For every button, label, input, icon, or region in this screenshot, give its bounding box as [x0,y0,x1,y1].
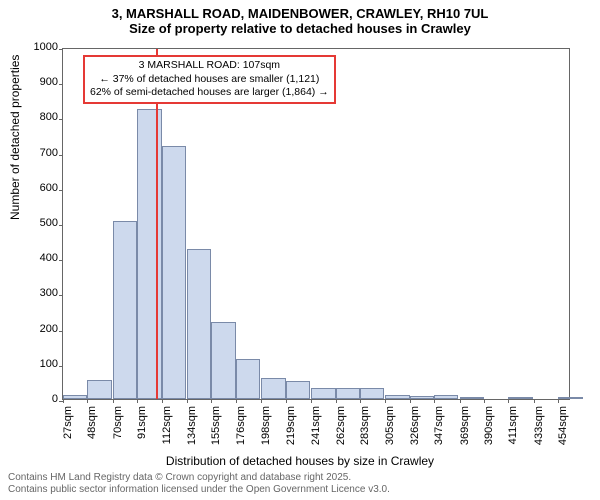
histogram-bar [137,109,161,399]
ytick-mark [59,260,63,261]
xtick-mark [434,399,435,403]
xtick-label: 219sqm [285,406,297,450]
ytick-label: 900 [18,76,58,88]
xtick-label: 70sqm [112,406,124,450]
xtick-mark [385,399,386,403]
footer-line2: Contains public sector information licen… [8,484,390,496]
ytick-label: 800 [18,111,58,123]
histogram-bar [113,221,137,399]
xtick-label: 369sqm [459,406,471,450]
ytick-mark [59,155,63,156]
histogram-bar [187,249,211,399]
histogram-bar [286,381,310,399]
footer-line1: Contains HM Land Registry data © Crown c… [8,472,390,484]
ytick-mark [59,190,63,191]
xtick-mark [261,399,262,403]
ytick-mark [59,225,63,226]
annotation-line3: 62% of semi-detached houses are larger (… [90,86,329,100]
xtick-label: 91sqm [136,406,148,450]
xtick-label: 390sqm [483,406,495,450]
xtick-label: 198sqm [260,406,272,450]
annotation-line2: ← 37% of detached houses are smaller (1,… [90,73,329,87]
ytick-label: 300 [18,287,58,299]
title-main: 3, MARSHALL ROAD, MAIDENBOWER, CRAWLEY, … [0,6,600,21]
xtick-label: 283sqm [359,406,371,450]
footer-attribution: Contains HM Land Registry data © Crown c… [8,472,390,496]
xtick-mark [286,399,287,403]
xtick-label: 112sqm [161,406,173,450]
xtick-mark [137,399,138,403]
ytick-label: 0 [18,393,58,405]
xtick-mark [410,399,411,403]
annotation-line1: 3 MARSHALL ROAD: 107sqm [90,59,329,73]
histogram-bar [385,395,409,399]
ytick-mark [59,366,63,367]
xtick-label: 411sqm [507,406,519,450]
xtick-label: 305sqm [384,406,396,450]
xtick-mark [187,399,188,403]
ytick-label: 700 [18,147,58,159]
histogram-bar [236,359,260,399]
histogram-bar [434,395,458,399]
histogram-bar [63,395,87,399]
xtick-mark [508,399,509,403]
ytick-mark [59,49,63,50]
xtick-label: 48sqm [86,406,98,450]
xtick-mark [236,399,237,403]
xtick-mark [484,399,485,403]
histogram-bar [162,146,186,399]
xtick-label: 27sqm [62,406,74,450]
xtick-label: 176sqm [235,406,247,450]
histogram-bar [261,378,285,399]
ytick-label: 600 [18,182,58,194]
title-sub: Size of property relative to detached ho… [0,21,600,36]
xtick-label: 155sqm [210,406,222,450]
xtick-label: 241sqm [310,406,322,450]
title-block: 3, MARSHALL ROAD, MAIDENBOWER, CRAWLEY, … [0,0,600,36]
xtick-mark [162,399,163,403]
ytick-label: 400 [18,252,58,264]
plot-area: 3 MARSHALL ROAD: 107sqm← 37% of detached… [62,48,570,400]
xtick-mark [460,399,461,403]
xtick-mark [534,399,535,403]
histogram-bar [87,380,111,399]
histogram-bar [360,388,384,399]
xtick-label: 433sqm [533,406,545,450]
ytick-mark [59,331,63,332]
xtick-label: 262sqm [335,406,347,450]
histogram-bar [410,396,434,399]
ytick-label: 100 [18,358,58,370]
xtick-mark [360,399,361,403]
xtick-mark [311,399,312,403]
xtick-label: 347sqm [433,406,445,450]
ytick-label: 200 [18,323,58,335]
xtick-label: 134sqm [186,406,198,450]
xtick-mark [211,399,212,403]
ytick-label: 1000 [18,41,58,53]
histogram-bar [336,388,360,399]
xtick-mark [558,399,559,403]
xtick-label: 326sqm [409,406,421,450]
ytick-mark [59,84,63,85]
xtick-label: 454sqm [557,406,569,450]
ytick-mark [59,119,63,120]
xtick-mark [87,399,88,403]
histogram-bar [311,388,335,399]
histogram-bar [558,397,582,399]
histogram-bar [508,397,532,399]
x-axis-label: Distribution of detached houses by size … [0,454,600,468]
annotation-box: 3 MARSHALL ROAD: 107sqm← 37% of detached… [83,55,336,104]
xtick-mark [63,399,64,403]
histogram-bar [211,322,235,399]
xtick-mark [113,399,114,403]
ytick-mark [59,295,63,296]
histogram-bar [460,397,484,399]
ytick-label: 500 [18,217,58,229]
xtick-mark [336,399,337,403]
